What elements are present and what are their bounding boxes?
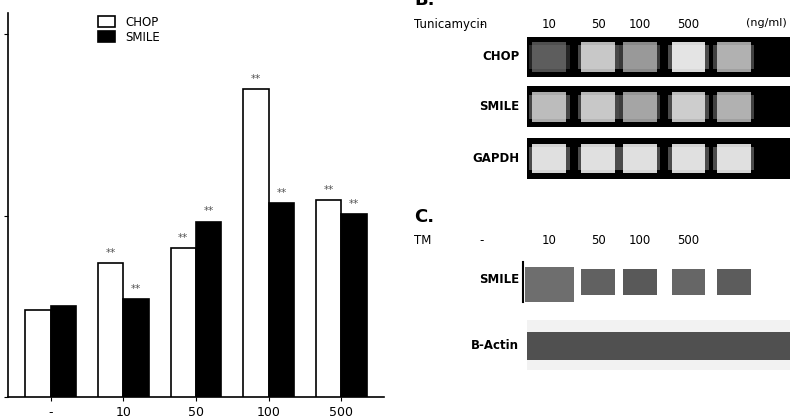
Bar bbox=[668, 95, 709, 119]
Bar bbox=[717, 270, 751, 295]
Bar bbox=[713, 95, 754, 119]
Bar bbox=[672, 42, 705, 71]
Bar bbox=[582, 144, 615, 173]
Text: **: ** bbox=[105, 248, 116, 258]
Bar bbox=[578, 95, 619, 119]
Bar bbox=[717, 42, 751, 71]
Bar bbox=[171, 248, 196, 397]
Text: -: - bbox=[480, 234, 484, 247]
Text: **: ** bbox=[178, 233, 188, 243]
Text: 10: 10 bbox=[542, 234, 557, 247]
Bar bbox=[578, 45, 619, 69]
Bar bbox=[668, 147, 709, 171]
Bar bbox=[529, 45, 570, 69]
Bar bbox=[269, 203, 294, 397]
Bar bbox=[527, 320, 790, 370]
Text: 50: 50 bbox=[591, 234, 606, 247]
Bar bbox=[527, 87, 790, 127]
Text: **: ** bbox=[251, 74, 261, 84]
Text: **: ** bbox=[349, 199, 359, 209]
Bar bbox=[532, 42, 567, 71]
Bar bbox=[529, 147, 570, 171]
Bar bbox=[619, 95, 660, 119]
Bar bbox=[713, 45, 754, 69]
Text: 100: 100 bbox=[629, 18, 650, 31]
Text: B-Actin: B-Actin bbox=[472, 339, 519, 352]
Bar bbox=[622, 92, 657, 122]
Text: SMILE: SMILE bbox=[479, 100, 519, 113]
Bar bbox=[622, 270, 657, 295]
Text: **: ** bbox=[203, 206, 214, 217]
Bar bbox=[342, 214, 367, 397]
Bar bbox=[578, 147, 619, 171]
Bar bbox=[717, 92, 751, 122]
Text: -: - bbox=[480, 18, 484, 31]
Text: (ng/ml): (ng/ml) bbox=[745, 18, 786, 28]
Bar bbox=[532, 92, 567, 122]
Bar bbox=[316, 200, 342, 397]
Text: GAPDH: GAPDH bbox=[472, 152, 519, 165]
Text: C.: C. bbox=[414, 208, 434, 226]
Bar bbox=[527, 332, 790, 360]
Bar bbox=[196, 222, 221, 397]
Bar bbox=[672, 270, 705, 295]
Bar bbox=[527, 36, 790, 77]
Bar bbox=[582, 42, 615, 71]
Text: TM: TM bbox=[414, 234, 432, 247]
Bar bbox=[672, 92, 705, 122]
Bar bbox=[619, 45, 660, 69]
Bar bbox=[582, 270, 615, 295]
Bar bbox=[243, 89, 269, 397]
Bar bbox=[532, 144, 567, 173]
Text: 500: 500 bbox=[678, 18, 700, 31]
Bar bbox=[619, 147, 660, 171]
Bar bbox=[622, 144, 657, 173]
Text: **: ** bbox=[323, 185, 334, 195]
Bar bbox=[582, 92, 615, 122]
Bar bbox=[98, 263, 123, 397]
Bar bbox=[622, 42, 657, 71]
Text: 100: 100 bbox=[629, 234, 650, 247]
Bar bbox=[668, 45, 709, 69]
Text: 50: 50 bbox=[591, 18, 606, 31]
Bar bbox=[717, 144, 751, 173]
Bar bbox=[25, 310, 50, 397]
Text: B.: B. bbox=[414, 0, 435, 9]
Text: **: ** bbox=[276, 188, 286, 198]
Bar bbox=[50, 306, 76, 397]
Legend: CHOP, SMILE: CHOP, SMILE bbox=[97, 15, 161, 45]
Bar bbox=[123, 299, 148, 397]
Text: 10: 10 bbox=[542, 18, 557, 31]
Bar bbox=[713, 147, 754, 171]
Text: Tunicamycin: Tunicamycin bbox=[414, 18, 488, 31]
Text: **: ** bbox=[131, 284, 141, 294]
Text: 500: 500 bbox=[678, 234, 700, 247]
Bar bbox=[527, 138, 790, 179]
Bar bbox=[529, 95, 570, 119]
Text: CHOP: CHOP bbox=[482, 51, 519, 64]
Text: SMILE: SMILE bbox=[479, 273, 519, 286]
Bar bbox=[672, 144, 705, 173]
Bar bbox=[525, 267, 574, 302]
